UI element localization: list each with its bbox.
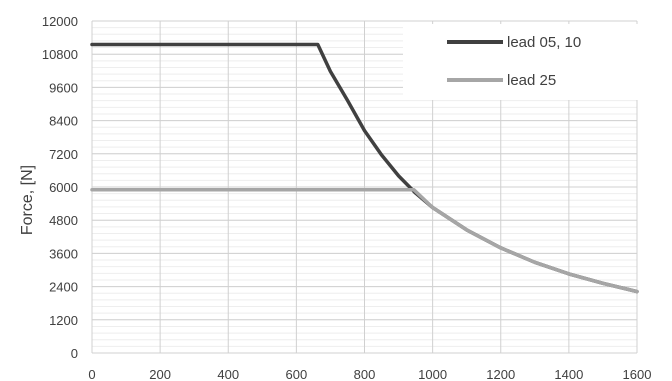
x-tick-label: 800 [354,367,376,381]
legend-label-lead-25: lead 25 [507,72,556,89]
y-tick-label: 0 [71,346,78,361]
y-tick-label: 10800 [42,47,78,62]
y-tick-labels: 0 1200 2400 3600 4800 6000 7200 8400 9600 10800 12… [42,14,78,361]
legend: lead 05, 10 lead 25 [403,24,643,100]
x-tick-labels: 0 200 400 600 800 1000 1200 1400 1600 [88,367,651,381]
x-tick-label: 600 [286,367,308,381]
x-tick-label: 1000 [418,367,447,381]
legend-label-lead-05-10: lead 05, 10 [507,34,581,51]
series-line-1 [90,188,639,294]
y-tick-label: 2400 [49,280,78,295]
y-axis-label: Force, [N] [19,165,36,235]
y-tick-label: 9600 [49,80,78,95]
x-tick-label: 0 [88,367,95,381]
y-tick-label: 8400 [49,114,78,129]
y-tick-label: 4800 [49,213,78,228]
y-tick-label: 3600 [49,246,78,261]
x-tick-label: 1200 [486,367,515,381]
series-group [90,42,639,294]
x-tick-label: 1400 [554,367,583,381]
x-tick-label: 1600 [623,367,652,381]
x-tick-label: 200 [149,367,171,381]
y-tick-label: 7200 [49,147,78,162]
y-tick-label: 1200 [49,313,78,328]
y-tick-label: 12000 [42,14,78,29]
y-tick-label: 6000 [49,180,78,195]
legend-box [403,24,643,100]
x-tick-label: 400 [217,367,239,381]
